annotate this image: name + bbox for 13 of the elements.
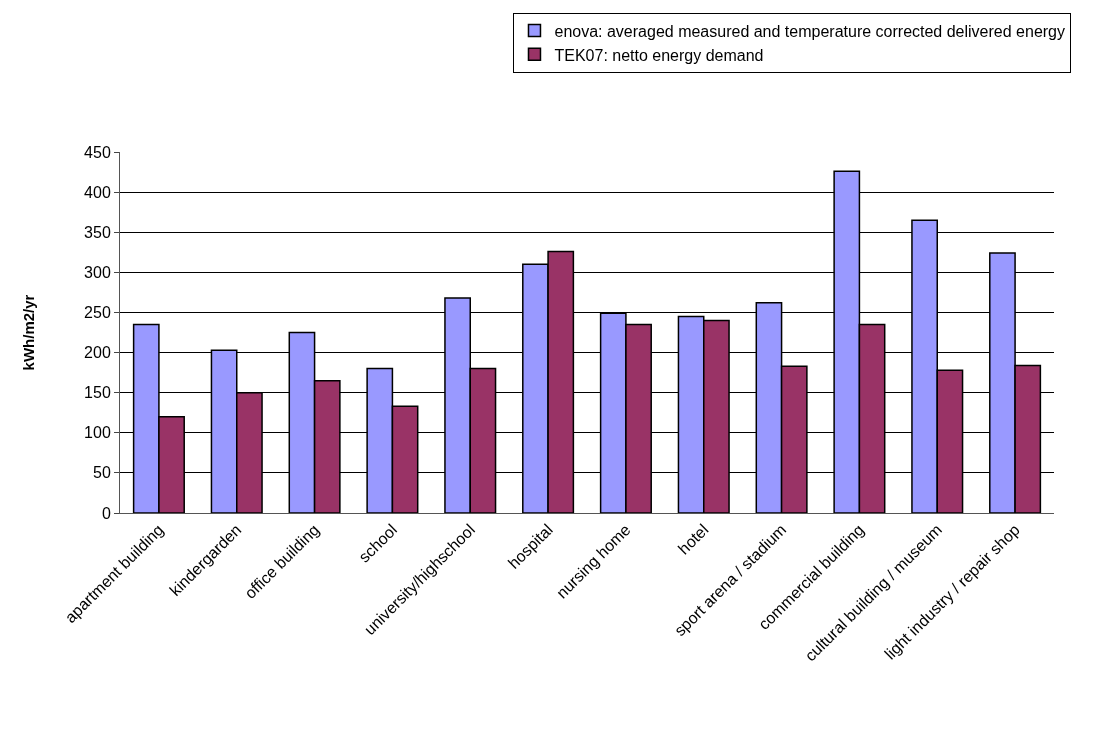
legend-label: TEK07: netto energy demand	[554, 46, 764, 64]
y-axis-title: kWh/m2/yr	[20, 294, 38, 371]
y-tick-label: 200	[84, 344, 111, 362]
y-tick-label: 100	[84, 424, 111, 442]
y-tick-label: 150	[84, 384, 111, 402]
y-tick-label: 50	[93, 464, 111, 482]
y-tick-label: 250	[84, 304, 111, 322]
y-tick-label: 350	[84, 223, 111, 241]
y-tick-label: 0	[101, 504, 111, 522]
legend-label: enova: averaged measured and temperature corrected delivered energy	[554, 22, 1066, 40]
y-tick-label: 400	[84, 183, 111, 201]
y-tick-label: 300	[84, 263, 111, 281]
y-tick-label: 450	[84, 143, 111, 161]
